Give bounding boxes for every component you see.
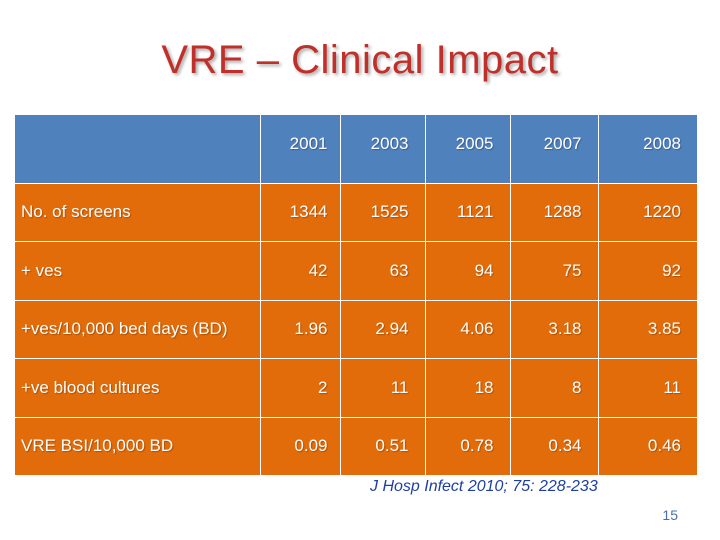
table-cell: 0.78 (425, 417, 511, 475)
table-cell: 8 (510, 358, 599, 418)
table-cell: 42 (260, 241, 341, 301)
header-2003: 2003 (340, 115, 426, 184)
table-cell: 1288 (510, 183, 599, 242)
table-cell: 1121 (425, 183, 511, 242)
data-table: 2001 2003 2005 2007 2008 No. of screens … (15, 115, 697, 475)
row-label: No. of screens (15, 183, 261, 242)
table-cell: 18 (425, 358, 511, 418)
table-cell: 0.34 (510, 417, 599, 475)
header-2001: 2001 (260, 115, 341, 184)
header-2005: 2005 (425, 115, 511, 184)
table-cell: 1.96 (260, 300, 341, 359)
page-number: 15 (662, 507, 678, 523)
table-row: No. of screens 1344 1525 1121 1288 1220 (15, 183, 697, 242)
header-corner (15, 115, 261, 184)
table-cell: 94 (425, 241, 511, 301)
table-cell: 3.85 (598, 300, 697, 359)
row-label: +ves/10,000 bed days (BD) (15, 300, 261, 359)
header-2008: 2008 (598, 115, 697, 184)
table-cell: 63 (340, 241, 426, 301)
row-label: VRE BSI/10,000 BD (15, 417, 261, 475)
table-row: +ve blood cultures 2 11 18 8 11 (15, 358, 697, 418)
table-cell: 3.18 (510, 300, 599, 359)
table-row: VRE BSI/10,000 BD 0.09 0.51 0.78 0.34 0.… (15, 417, 697, 475)
header-row: 2001 2003 2005 2007 2008 (15, 115, 697, 184)
table-cell: 92 (598, 241, 697, 301)
table-cell: 1220 (598, 183, 697, 242)
table-cell: 75 (510, 241, 599, 301)
row-label: + ves (15, 241, 261, 301)
table-cell: 2 (260, 358, 341, 418)
table-row: +ves/10,000 bed days (BD) 1.96 2.94 4.06… (15, 300, 697, 359)
citation: J Hosp Infect 2010; 75: 228-233 (370, 478, 598, 495)
table-cell: 0.46 (598, 417, 697, 475)
row-label: +ve blood cultures (15, 358, 261, 418)
table-cell: 0.51 (340, 417, 426, 475)
table-cell: 11 (340, 358, 426, 418)
table-cell: 0.09 (260, 417, 341, 475)
slide-title: VRE – Clinical Impact (161, 38, 559, 82)
table-cell: 4.06 (425, 300, 511, 359)
header-2007: 2007 (510, 115, 599, 184)
table-cell: 2.94 (340, 300, 426, 359)
table-cell: 1344 (260, 183, 341, 242)
table-row: + ves 42 63 94 75 92 (15, 241, 697, 301)
table-cell: 11 (598, 358, 697, 418)
table-cell: 1525 (340, 183, 426, 242)
